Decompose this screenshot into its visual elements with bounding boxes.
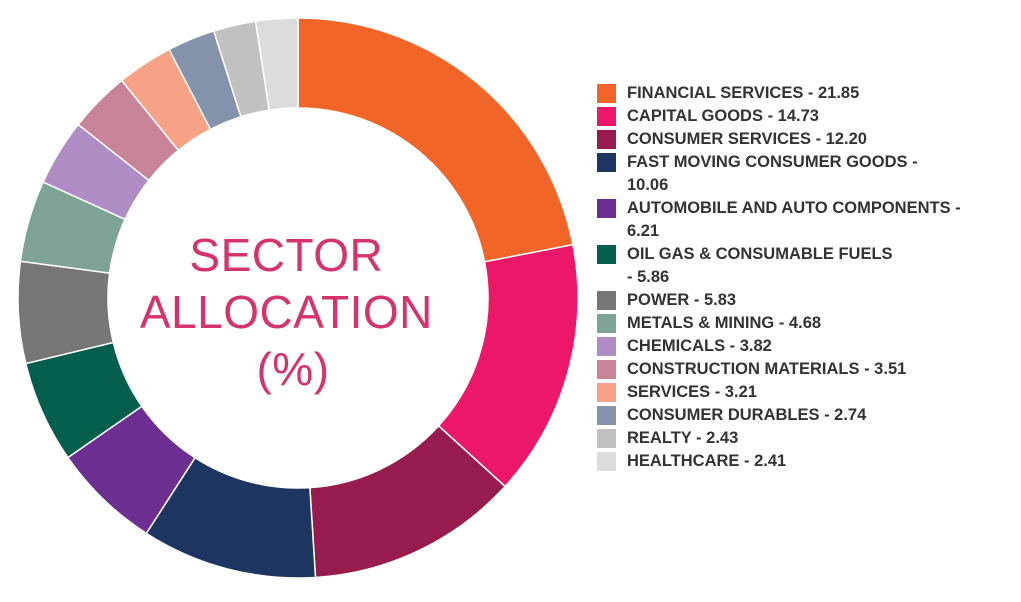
legend-item: SERVICES - 3.21 (597, 381, 1017, 404)
legend-item: CAPITAL GOODS - 14.73 (597, 105, 1017, 128)
legend-swatch (597, 406, 616, 425)
chart-title-line-2: ALLOCATION (140, 286, 433, 338)
legend-swatch (597, 314, 616, 333)
legend-swatch (597, 291, 616, 310)
legend-label: CHEMICALS - 3.82 (627, 337, 772, 355)
legend-label: POWER - 5.83 (627, 291, 737, 309)
chart-title-line-3: (%) (256, 343, 329, 395)
legend-label: CONSUMER DURABLES - 2.74 (627, 406, 867, 424)
chart-title-line-1: SECTOR (189, 229, 383, 281)
legend-swatch (597, 360, 616, 379)
legend-item: CONSUMER DURABLES - 2.74 (597, 404, 1017, 427)
legend-swatch (597, 337, 616, 356)
legend-item: CHEMICALS - 3.82 (597, 335, 1017, 358)
legend-label: CONSUMER SERVICES - 12.20 (627, 130, 867, 148)
legend-item: CONSUMER SERVICES - 12.20 (597, 128, 1017, 151)
legend-label: METALS & MINING - 4.68 (627, 314, 822, 332)
donut-slices (17, 17, 579, 579)
legend-label: SERVICES - 3.21 (627, 383, 757, 401)
legend-swatch (597, 199, 616, 218)
legend-swatch (597, 383, 616, 402)
legend-swatch (597, 130, 616, 149)
legend-swatch (597, 107, 616, 126)
legend-label: REALTY - 2.43 (627, 429, 739, 447)
legend-label: OIL GAS & CONSUMABLE FUELS - 5.86 (627, 245, 893, 286)
legend-label: FINANCIAL SERVICES - 21.85 (627, 84, 860, 102)
legend-label: FAST MOVING CONSUMER GOODS - 10.06 (627, 153, 918, 194)
legend-swatch (597, 452, 616, 471)
legend-item: HEALTHCARE - 2.41 (597, 450, 1017, 473)
donut-slice (297, 17, 574, 263)
legend-item: OIL GAS & CONSUMABLE FUELS - 5.86 (597, 243, 1017, 289)
chart-legend: FINANCIAL SERVICES - 21.85 CAPITAL GOODS … (597, 82, 1017, 473)
legend-item: FAST MOVING CONSUMER GOODS - 10.06 (597, 151, 1017, 197)
legend-label: AUTOMOBILE AND AUTO COMPONENTS - 6.21 (627, 199, 961, 240)
legend-item: METALS & MINING - 4.68 (597, 312, 1017, 335)
legend-swatch (597, 84, 616, 103)
donut-chart: SECTOR ALLOCATION (%) (17, 17, 579, 579)
legend-item: REALTY - 2.43 (597, 427, 1017, 450)
legend-label: CAPITAL GOODS - 14.73 (627, 107, 819, 125)
legend-item: POWER - 5.83 (597, 289, 1017, 312)
legend-swatch (597, 429, 616, 448)
legend-label: HEALTHCARE - 2.41 (627, 452, 787, 470)
legend-label: CONSTRUCTION MATERIALS - 3.51 (627, 360, 907, 378)
legend-swatch (597, 245, 616, 264)
legend-item: CONSTRUCTION MATERIALS - 3.51 (597, 358, 1017, 381)
legend-item: FINANCIAL SERVICES - 21.85 (597, 82, 1017, 105)
legend-item: AUTOMOBILE AND AUTO COMPONENTS - 6.21 (597, 197, 1017, 243)
chart-title: SECTOR ALLOCATION (%) (140, 229, 446, 395)
donut-slice (254, 17, 299, 112)
legend-swatch (597, 153, 616, 172)
